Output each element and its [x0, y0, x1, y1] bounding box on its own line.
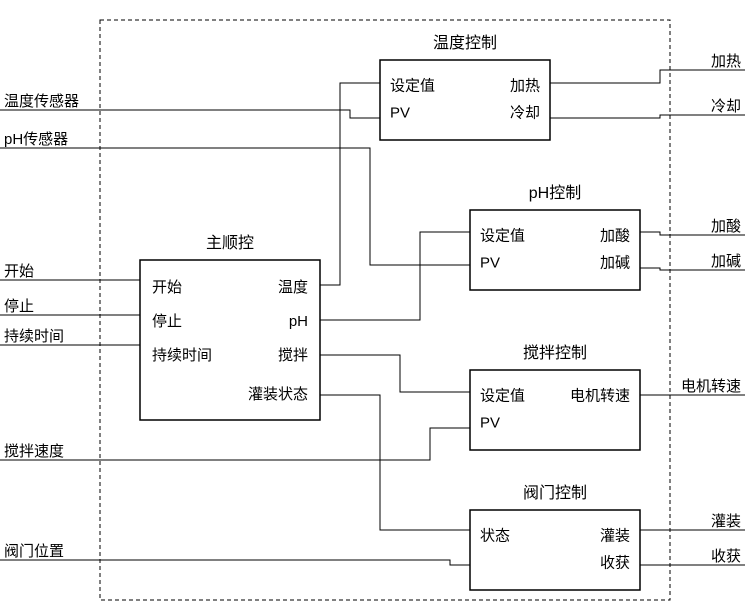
- agit-port-left-0: 设定值: [480, 388, 525, 405]
- temp-title: 温度控制: [433, 34, 497, 52]
- output-label-heat_out: 加热: [711, 53, 741, 70]
- main-port-right-3: 灌装状态: [248, 386, 308, 403]
- input-label-stop: 停止: [4, 298, 34, 315]
- valve-port-right-1: 收获: [600, 554, 630, 571]
- temp-port-left-0: 设定值: [390, 78, 435, 95]
- agit-port-left-1: PV: [480, 414, 500, 431]
- main-port-left-1: 停止: [152, 313, 182, 330]
- output-label-cool_out: 冷却: [711, 98, 741, 115]
- output-label-fill_out: 灌装: [711, 513, 741, 530]
- input-label-duration: 持续时间: [4, 328, 64, 345]
- main-port-right-2: 搅拌: [278, 347, 308, 364]
- main-title: 主顺控: [206, 234, 254, 252]
- ph-box: [470, 210, 640, 290]
- output-label-acid_out: 加酸: [711, 218, 741, 235]
- main-port-left-2: 持续时间: [152, 347, 212, 364]
- agit-port-right-0: 电机转速: [570, 388, 630, 405]
- ph-port-right-0: 加酸: [600, 228, 630, 245]
- main-port-right-1: pH: [289, 313, 308, 330]
- ph-port-right-1: 加碱: [600, 254, 630, 271]
- input-label-temp_sensor: 温度传感器: [4, 93, 79, 110]
- ph-port-left-1: PV: [480, 254, 500, 271]
- temp-port-left-1: PV: [390, 104, 410, 121]
- input-label-start: 开始: [4, 263, 34, 280]
- input-label-valve_pos: 阀门位置: [4, 543, 64, 560]
- output-label-motor_out: 电机转速: [681, 378, 741, 395]
- agit-box: [470, 370, 640, 450]
- valve-box: [470, 510, 640, 590]
- output-label-base_out: 加碱: [711, 253, 741, 270]
- temp-port-right-1: 冷却: [510, 104, 540, 121]
- valve-title: 阀门控制: [523, 484, 587, 502]
- ph-title: pH控制: [529, 184, 581, 202]
- main-port-left-0: 开始: [152, 279, 182, 296]
- temp-port-right-0: 加热: [510, 78, 540, 95]
- input-label-ph_sensor: pH传感器: [4, 131, 68, 148]
- valve-port-left-0: 状态: [480, 528, 510, 545]
- input-label-agit_speed: 搅拌速度: [4, 443, 64, 460]
- temp-box: [380, 60, 550, 140]
- ph-port-left-0: 设定值: [480, 228, 525, 245]
- agit-title: 搅拌控制: [523, 344, 587, 362]
- main-port-right-0: 温度: [278, 279, 308, 296]
- output-label-harv_out: 收获: [711, 548, 741, 565]
- valve-port-right-0: 灌装: [600, 528, 630, 545]
